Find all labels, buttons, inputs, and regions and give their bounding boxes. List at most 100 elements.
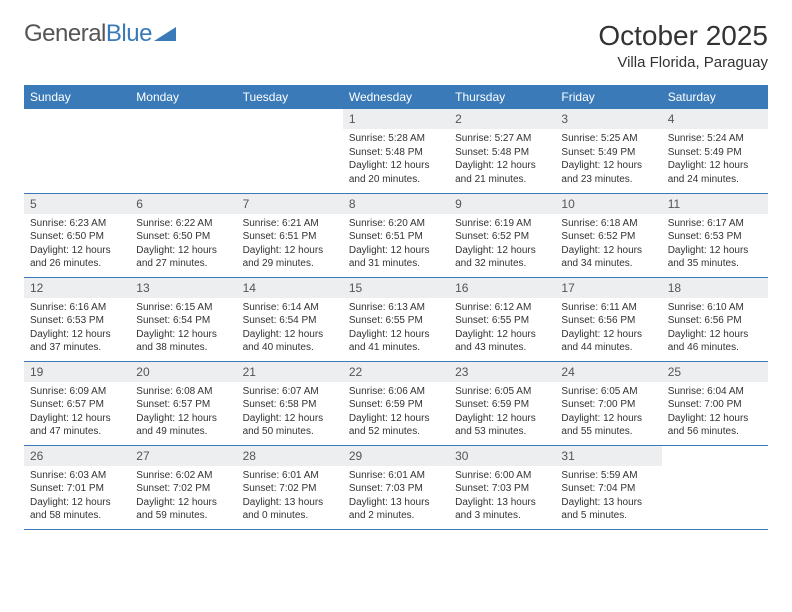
day-number: 30 [449,446,555,466]
month-title: October 2025 [598,20,768,52]
location: Villa Florida, Paraguay [598,54,768,71]
day-cell: 31Sunrise: 5:59 AMSunset: 7:04 PMDayligh… [555,445,661,529]
day-details: Sunrise: 5:59 AMSunset: 7:04 PMDaylight:… [555,466,661,527]
day-number: 27 [130,446,236,466]
day-cell: 25Sunrise: 6:04 AMSunset: 7:00 PMDayligh… [662,361,768,445]
day-number: 18 [662,278,768,298]
day-number: 9 [449,194,555,214]
day-number: 19 [24,362,130,382]
day-number: 6 [130,194,236,214]
day-details: Sunrise: 6:00 AMSunset: 7:03 PMDaylight:… [449,466,555,527]
day-cell: 28Sunrise: 6:01 AMSunset: 7:02 PMDayligh… [237,445,343,529]
day-number: 4 [662,109,768,129]
day-details: Sunrise: 6:10 AMSunset: 6:56 PMDaylight:… [662,298,768,359]
day-cell [130,109,236,193]
day-number: 11 [662,194,768,214]
weekday-header: Saturday [662,85,768,109]
day-number: 5 [24,194,130,214]
day-number: 29 [343,446,449,466]
day-cell: 24Sunrise: 6:05 AMSunset: 7:00 PMDayligh… [555,361,661,445]
logo-triangle-icon [154,25,176,41]
day-number [237,109,343,129]
day-cell: 26Sunrise: 6:03 AMSunset: 7:01 PMDayligh… [24,445,130,529]
day-number: 2 [449,109,555,129]
day-number: 1 [343,109,449,129]
day-number: 15 [343,278,449,298]
day-number: 14 [237,278,343,298]
day-details: Sunrise: 5:24 AMSunset: 5:49 PMDaylight:… [662,129,768,190]
day-details: Sunrise: 6:05 AMSunset: 6:59 PMDaylight:… [449,382,555,443]
day-number: 22 [343,362,449,382]
day-cell: 12Sunrise: 6:16 AMSunset: 6:53 PMDayligh… [24,277,130,361]
day-cell: 15Sunrise: 6:13 AMSunset: 6:55 PMDayligh… [343,277,449,361]
day-details: Sunrise: 6:01 AMSunset: 7:03 PMDaylight:… [343,466,449,527]
day-details: Sunrise: 6:12 AMSunset: 6:55 PMDaylight:… [449,298,555,359]
day-cell: 8Sunrise: 6:20 AMSunset: 6:51 PMDaylight… [343,193,449,277]
day-details: Sunrise: 6:05 AMSunset: 7:00 PMDaylight:… [555,382,661,443]
day-details: Sunrise: 6:19 AMSunset: 6:52 PMDaylight:… [449,214,555,275]
weekday-header: Thursday [449,85,555,109]
day-details: Sunrise: 6:09 AMSunset: 6:57 PMDaylight:… [24,382,130,443]
week-row: 19Sunrise: 6:09 AMSunset: 6:57 PMDayligh… [24,361,768,445]
day-number: 3 [555,109,661,129]
day-cell: 4Sunrise: 5:24 AMSunset: 5:49 PMDaylight… [662,109,768,193]
day-number [662,446,768,466]
day-details: Sunrise: 6:20 AMSunset: 6:51 PMDaylight:… [343,214,449,275]
week-row: 5Sunrise: 6:23 AMSunset: 6:50 PMDaylight… [24,193,768,277]
calendar-table: Sunday Monday Tuesday Wednesday Thursday… [24,85,768,530]
day-number: 10 [555,194,661,214]
day-cell: 20Sunrise: 6:08 AMSunset: 6:57 PMDayligh… [130,361,236,445]
day-cell: 1Sunrise: 5:28 AMSunset: 5:48 PMDaylight… [343,109,449,193]
day-number: 31 [555,446,661,466]
logo-text-1: General [24,20,106,48]
day-cell: 22Sunrise: 6:06 AMSunset: 6:59 PMDayligh… [343,361,449,445]
week-row: 26Sunrise: 6:03 AMSunset: 7:01 PMDayligh… [24,445,768,529]
day-cell: 9Sunrise: 6:19 AMSunset: 6:52 PMDaylight… [449,193,555,277]
day-cell: 16Sunrise: 6:12 AMSunset: 6:55 PMDayligh… [449,277,555,361]
day-number: 26 [24,446,130,466]
day-cell: 23Sunrise: 6:05 AMSunset: 6:59 PMDayligh… [449,361,555,445]
day-cell: 6Sunrise: 6:22 AMSunset: 6:50 PMDaylight… [130,193,236,277]
title-block: October 2025 Villa Florida, Paraguay [598,20,768,71]
weekday-header: Monday [130,85,236,109]
day-number: 20 [130,362,236,382]
weekday-header: Tuesday [237,85,343,109]
day-details: Sunrise: 6:22 AMSunset: 6:50 PMDaylight:… [130,214,236,275]
day-details: Sunrise: 6:02 AMSunset: 7:02 PMDaylight:… [130,466,236,527]
day-details: Sunrise: 6:16 AMSunset: 6:53 PMDaylight:… [24,298,130,359]
day-cell [662,445,768,529]
day-number: 13 [130,278,236,298]
day-cell: 29Sunrise: 6:01 AMSunset: 7:03 PMDayligh… [343,445,449,529]
weekday-row: Sunday Monday Tuesday Wednesday Thursday… [24,85,768,109]
day-cell: 5Sunrise: 6:23 AMSunset: 6:50 PMDaylight… [24,193,130,277]
day-cell: 7Sunrise: 6:21 AMSunset: 6:51 PMDaylight… [237,193,343,277]
day-details: Sunrise: 6:11 AMSunset: 6:56 PMDaylight:… [555,298,661,359]
weekday-header: Friday [555,85,661,109]
day-number: 7 [237,194,343,214]
day-details: Sunrise: 6:03 AMSunset: 7:01 PMDaylight:… [24,466,130,527]
week-row: 12Sunrise: 6:16 AMSunset: 6:53 PMDayligh… [24,277,768,361]
day-details: Sunrise: 6:13 AMSunset: 6:55 PMDaylight:… [343,298,449,359]
day-details: Sunrise: 5:28 AMSunset: 5:48 PMDaylight:… [343,129,449,190]
day-cell [237,109,343,193]
weekday-header: Wednesday [343,85,449,109]
day-number: 21 [237,362,343,382]
day-cell [24,109,130,193]
day-number: 25 [662,362,768,382]
calendar-page: GeneralBlue October 2025 Villa Florida, … [0,0,792,550]
day-number [130,109,236,129]
day-cell: 10Sunrise: 6:18 AMSunset: 6:52 PMDayligh… [555,193,661,277]
day-details: Sunrise: 5:27 AMSunset: 5:48 PMDaylight:… [449,129,555,190]
day-details: Sunrise: 6:14 AMSunset: 6:54 PMDaylight:… [237,298,343,359]
day-number: 16 [449,278,555,298]
day-cell: 3Sunrise: 5:25 AMSunset: 5:49 PMDaylight… [555,109,661,193]
day-cell: 14Sunrise: 6:14 AMSunset: 6:54 PMDayligh… [237,277,343,361]
day-cell: 27Sunrise: 6:02 AMSunset: 7:02 PMDayligh… [130,445,236,529]
day-number: 23 [449,362,555,382]
day-number: 28 [237,446,343,466]
day-cell: 13Sunrise: 6:15 AMSunset: 6:54 PMDayligh… [130,277,236,361]
day-number: 12 [24,278,130,298]
weekday-header: Sunday [24,85,130,109]
day-cell: 21Sunrise: 6:07 AMSunset: 6:58 PMDayligh… [237,361,343,445]
day-cell: 19Sunrise: 6:09 AMSunset: 6:57 PMDayligh… [24,361,130,445]
